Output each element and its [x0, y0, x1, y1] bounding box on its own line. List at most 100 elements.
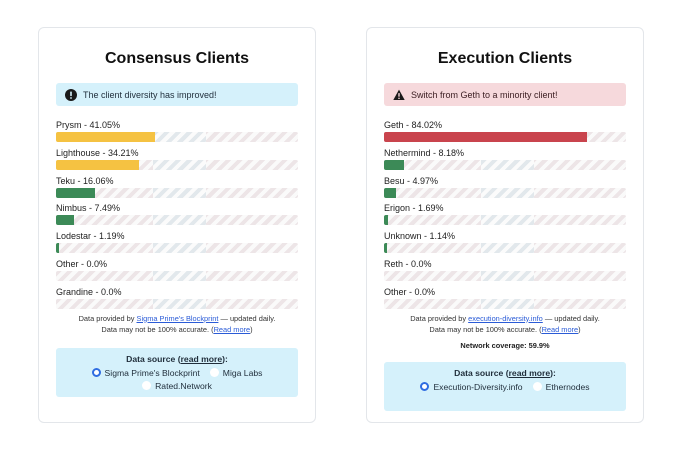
radio-button[interactable] — [91, 368, 101, 377]
data-source-title: Data source (read more): — [56, 353, 298, 365]
client-bar — [56, 132, 298, 142]
execution-client-list: Geth - 84.02% Nethermind - 8.18% Besu - … — [384, 119, 626, 314]
option-label: Miga Labs — [222, 367, 263, 378]
client-bar — [384, 159, 626, 170]
source-option-ethernodes[interactable]: Ethernodes — [532, 380, 590, 393]
client-label: Nethermind - 8.18% — [384, 147, 465, 158]
execution-alert: Switch from Geth to a minority client! — [384, 83, 626, 106]
client-bar — [384, 132, 626, 142]
source-option-execution-diversity[interactable]: Execution-Diversity.info — [420, 380, 523, 393]
client-bar — [384, 298, 626, 309]
foot-close: ) — [578, 324, 581, 334]
consensus-data-source: Data source (read more): Sigma Prime's B… — [56, 348, 298, 397]
client-bar — [56, 243, 298, 254]
consensus-title: Consensus Clients — [104, 50, 250, 67]
client-row: Nethermind - 8.18% — [384, 147, 626, 175]
source-option-rated-network[interactable]: Rated.Network — [142, 379, 212, 392]
client-bar — [384, 243, 626, 254]
execution-diversity-link[interactable]: execution-diversity.info — [468, 313, 543, 323]
option-label: Sigma Prime's Blockprint — [104, 367, 200, 378]
data-source-options: Sigma Prime's Blockprint Miga Labs Rated… — [56, 366, 298, 392]
client-label: Other - 0.0% — [56, 258, 108, 269]
client-label: Reth - 0.0% — [384, 258, 432, 269]
foot-prefix: Data provided by — [78, 313, 135, 323]
client-row: Lodestar - 1.19% — [56, 230, 298, 258]
client-row: Lighthouse - 34.21% — [56, 147, 298, 175]
consensus-client-list: Prysm - 41.05% Lighthouse - 34.21% Teku … — [56, 119, 298, 314]
client-row: Nimbus - 7.49% — [56, 202, 298, 230]
option-label: Ethernodes — [545, 381, 590, 392]
client-label: Geth - 84.02% — [384, 120, 443, 130]
client-row: Geth - 84.02% — [384, 119, 626, 147]
foot-suffix: — updated daily. — [220, 313, 276, 323]
client-label: Unknown - 1.14% — [384, 231, 456, 242]
option-label: Execution-Diversity.info — [433, 381, 523, 392]
client-bar-fill — [384, 159, 404, 170]
network-coverage: Network coverage: 59.9% — [460, 340, 550, 350]
warning-triangle-icon — [393, 89, 405, 100]
radio-button[interactable] — [420, 382, 430, 391]
consensus-footnote: Data provided by Sigma Prime's Blockprin… — [56, 313, 298, 335]
client-row: Prysm - 41.05% — [56, 119, 298, 147]
client-bar — [384, 187, 626, 198]
client-label: Besu - 4.97% — [384, 175, 439, 186]
client-label: Lighthouse - 34.21% — [56, 147, 139, 158]
blockprint-link[interactable]: Sigma Prime's Blockprint — [136, 313, 219, 323]
client-bar — [384, 215, 626, 226]
foot-line2: Data may not be 100% accurate. ( — [429, 324, 542, 334]
foot-line2: Data may not be 100% accurate. ( — [101, 324, 214, 334]
option-label: Rated.Network — [155, 380, 212, 391]
execution-alert-text: Switch from Geth to a minority client! — [411, 89, 558, 100]
client-label: Nimbus - 7.49% — [56, 203, 121, 214]
client-row: Besu - 4.97% — [384, 175, 626, 203]
client-label: Other - 0.0% — [384, 286, 436, 297]
source-option-blockprint[interactable]: Sigma Prime's Blockprint — [91, 366, 200, 379]
client-bar-fill — [56, 132, 156, 142]
data-source-read-more-link[interactable]: read more — [508, 368, 551, 378]
execution-title: Execution Clients — [437, 50, 573, 67]
foot-prefix: Data provided by — [410, 313, 467, 323]
consensus-clients-card: Consensus Clients The client diversity h… — [38, 27, 316, 423]
client-label: Grandine - 0.0% — [56, 286, 122, 297]
client-label: Lodestar - 1.19% — [56, 231, 125, 242]
execution-footnote: Data provided by execution-diversity.inf… — [384, 313, 626, 335]
client-bar-fill — [384, 187, 397, 198]
client-bar-fill — [384, 215, 389, 226]
client-row: Other - 0.0% — [384, 286, 626, 314]
read-more-link[interactable]: Read more — [213, 324, 251, 334]
client-row: Erigon - 1.69% — [384, 202, 626, 230]
data-source-label: Data source ( — [454, 368, 509, 378]
client-bar-fill — [56, 243, 59, 254]
client-bar — [56, 270, 298, 281]
data-source-options: Execution-Diversity.info Ethernodes — [384, 380, 626, 393]
execution-clients-card: Execution Clients Switch from Geth to a … — [366, 27, 644, 423]
client-bar-fill — [56, 187, 95, 198]
foot-suffix: — updated daily. — [544, 313, 600, 323]
client-row: Other - 0.0% — [56, 258, 298, 286]
client-bar — [56, 159, 298, 170]
client-bar — [56, 298, 298, 309]
client-label: Teku - 16.06% — [56, 175, 114, 186]
client-bar — [56, 187, 298, 198]
exclamation-circle-icon — [65, 88, 77, 101]
source-option-miga-labs[interactable]: Miga Labs — [209, 366, 263, 379]
read-more-link[interactable]: Read more — [541, 324, 579, 334]
client-bar-fill — [56, 159, 139, 170]
consensus-alert-text: The client diversity has improved! — [83, 89, 217, 100]
data-source-title: Data source (read more): — [384, 367, 626, 379]
radio-button[interactable] — [142, 381, 152, 390]
client-row: Unknown - 1.14% — [384, 230, 626, 258]
consensus-alert: The client diversity has improved! — [56, 83, 298, 106]
client-label: Erigon - 1.69% — [384, 203, 444, 214]
data-source-read-more-link[interactable]: read more — [180, 354, 223, 364]
client-label: Prysm - 41.05% — [56, 120, 121, 130]
client-bar — [384, 270, 626, 281]
data-source-label: Data source ( — [126, 354, 181, 364]
radio-button[interactable] — [532, 382, 542, 391]
data-source-close: ): — [222, 354, 228, 364]
radio-button[interactable] — [209, 368, 219, 377]
data-source-close: ): — [550, 368, 556, 378]
client-bar-fill — [384, 132, 588, 142]
foot-close: ) — [250, 324, 253, 334]
client-bar-fill — [384, 243, 387, 254]
